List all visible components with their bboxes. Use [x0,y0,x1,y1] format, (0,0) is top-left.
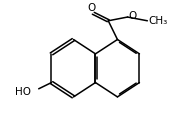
Text: HO: HO [15,87,31,97]
Text: O: O [128,11,137,21]
Text: O: O [87,3,95,13]
Text: CH₃: CH₃ [148,16,167,26]
